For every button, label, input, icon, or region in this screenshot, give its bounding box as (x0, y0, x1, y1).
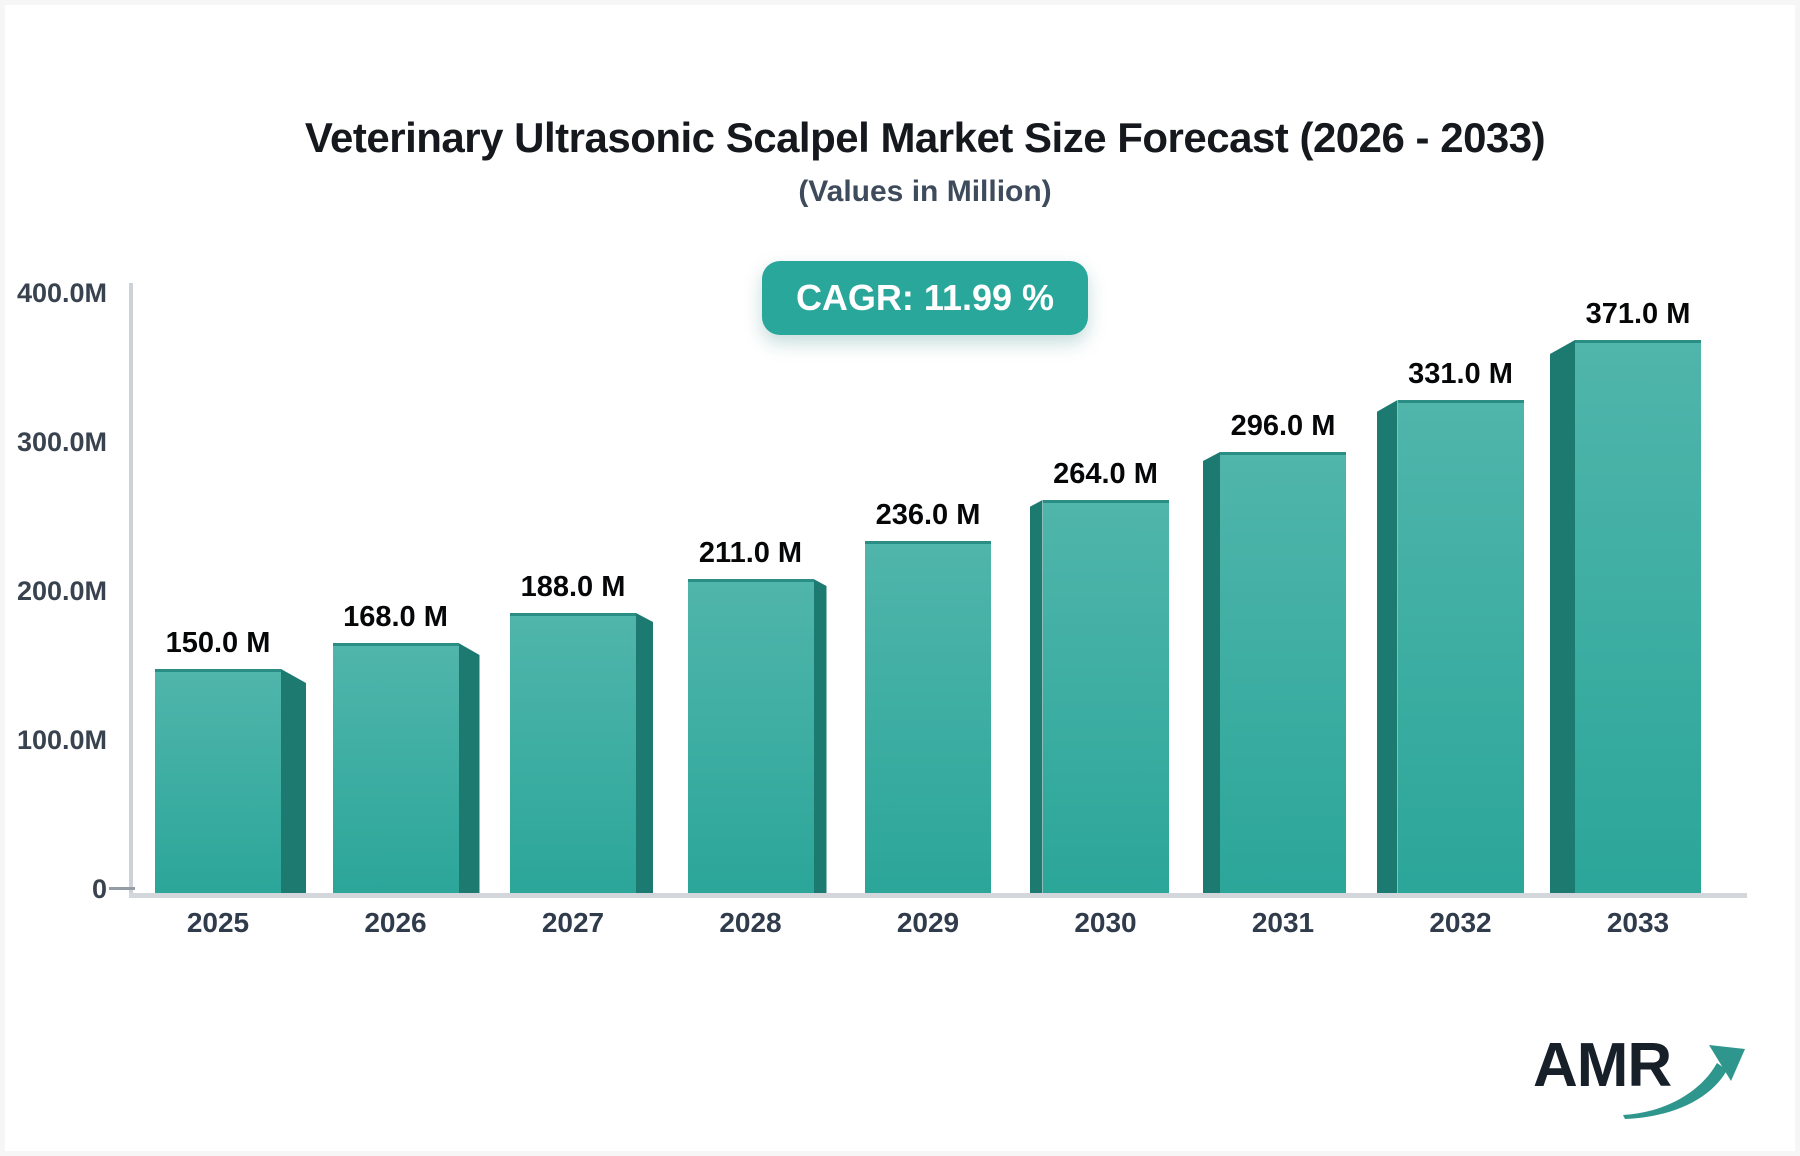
x-axis-tick-label: 2033 (1606, 907, 1670, 938)
bar-value-label: 188.0 M (520, 571, 626, 603)
y-axis-tick-label: 0 (91, 874, 107, 904)
bar-2028[interactable] (687, 579, 814, 893)
bar-value-label: 331.0 M (1408, 358, 1513, 390)
bar-2033[interactable] (1575, 340, 1701, 893)
x-axis-baseline (129, 893, 1747, 898)
chart-header: Veterinary Ultrasonic Scalpel Market Siz… (5, 5, 1795, 335)
amr-logo: AMR (1533, 1031, 1745, 1125)
bar-side-face (458, 643, 480, 893)
bar-2031[interactable] (1220, 452, 1346, 893)
bar-value-label: 211.0 M (698, 537, 803, 569)
chart-title: Veterinary Ultrasonic Scalpel Market Siz… (304, 114, 1546, 161)
growth-arrow-icon (1623, 1045, 1745, 1119)
bar-value-label: 296.0 M (1230, 410, 1336, 442)
x-axis-tick-label: 2027 (541, 907, 605, 938)
bar-side-face (1550, 340, 1575, 893)
y-axis-tick-label: 400.0M (16, 278, 107, 308)
chart-subtitle: (Values in Million) (798, 175, 1052, 208)
chart-stage: Veterinary Ultrasonic Scalpel Market Siz… (5, 5, 1795, 1151)
bar-2032[interactable] (1397, 400, 1524, 893)
y-axis-tick-label: 100.0M (16, 725, 107, 755)
x-axis-tick-label: 2026 (364, 907, 427, 938)
bar-2027[interactable] (510, 613, 636, 893)
bar-2030[interactable] (1042, 500, 1169, 893)
y-axis-tick-label: 200.0M (16, 576, 107, 606)
bar-2026[interactable] (332, 643, 459, 893)
bar-side-face (813, 579, 827, 893)
bar-value-label: 236.0 M (875, 499, 981, 531)
x-axis-tick-label: 2028 (719, 907, 782, 938)
x-axis-tick-label: 2032 (1429, 907, 1492, 938)
bar-side-face (636, 613, 653, 893)
bar-value-label: 150.0 M (165, 627, 271, 659)
bar-side-face (281, 669, 306, 893)
x-axis-tick-label: 2031 (1251, 907, 1315, 938)
bar-side-face (1376, 400, 1398, 893)
x-axis-tick-label: 2030 (1074, 907, 1137, 938)
y-axis-tick-label: 300.0M (16, 427, 107, 457)
bar-value-label: 264.0 M (1053, 458, 1158, 490)
amr-logo-text: AMR (1533, 1031, 1672, 1100)
bar-side-face (1029, 500, 1043, 893)
zero-tick-mark (109, 887, 135, 890)
x-axis-tick-label: 2025 (186, 907, 250, 938)
bar-value-label: 168.0 M (343, 601, 448, 633)
x-axis-tick-label: 2029 (896, 907, 960, 938)
bar-value-label: 371.0 M (1585, 298, 1691, 330)
bar-2029[interactable] (865, 541, 991, 893)
bar-side-face (1203, 452, 1220, 893)
bar-2025[interactable] (155, 669, 281, 893)
y-axis-line (129, 283, 133, 895)
cagr-badge: CAGR: 11.99 % (761, 261, 1089, 335)
